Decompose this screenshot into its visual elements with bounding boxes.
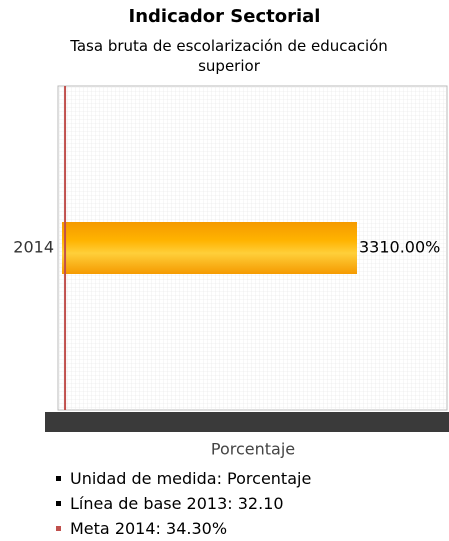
legend-text: Meta 2014: 34.30% [70, 519, 228, 538]
bar [62, 222, 357, 274]
legend-bullet [56, 526, 61, 531]
legend-bullet [56, 476, 61, 481]
x-axis-label: Porcentaje [211, 440, 295, 459]
value-label: 3310.00% [359, 238, 440, 257]
legend-bullet [56, 501, 61, 506]
legend-item: Meta 2014: 34.30% [56, 516, 311, 541]
legend-text: Unidad de medida: Porcentaje [70, 469, 312, 488]
legend: Unidad de medida: Porcentaje Línea de bas… [56, 466, 311, 541]
legend-text: Línea de base 2013: 32.10 [70, 494, 284, 513]
chart-subtitle: Tasa bruta de escolarización de educació… [70, 37, 388, 75]
chart-title: Indicador Sectorial [128, 6, 321, 27]
x-axis-band [45, 412, 449, 432]
legend-item: Línea de base 2013: 32.10 [56, 491, 311, 516]
legend-item: Unidad de medida: Porcentaje [56, 466, 311, 491]
y-tick-label: 2014 [13, 238, 54, 257]
